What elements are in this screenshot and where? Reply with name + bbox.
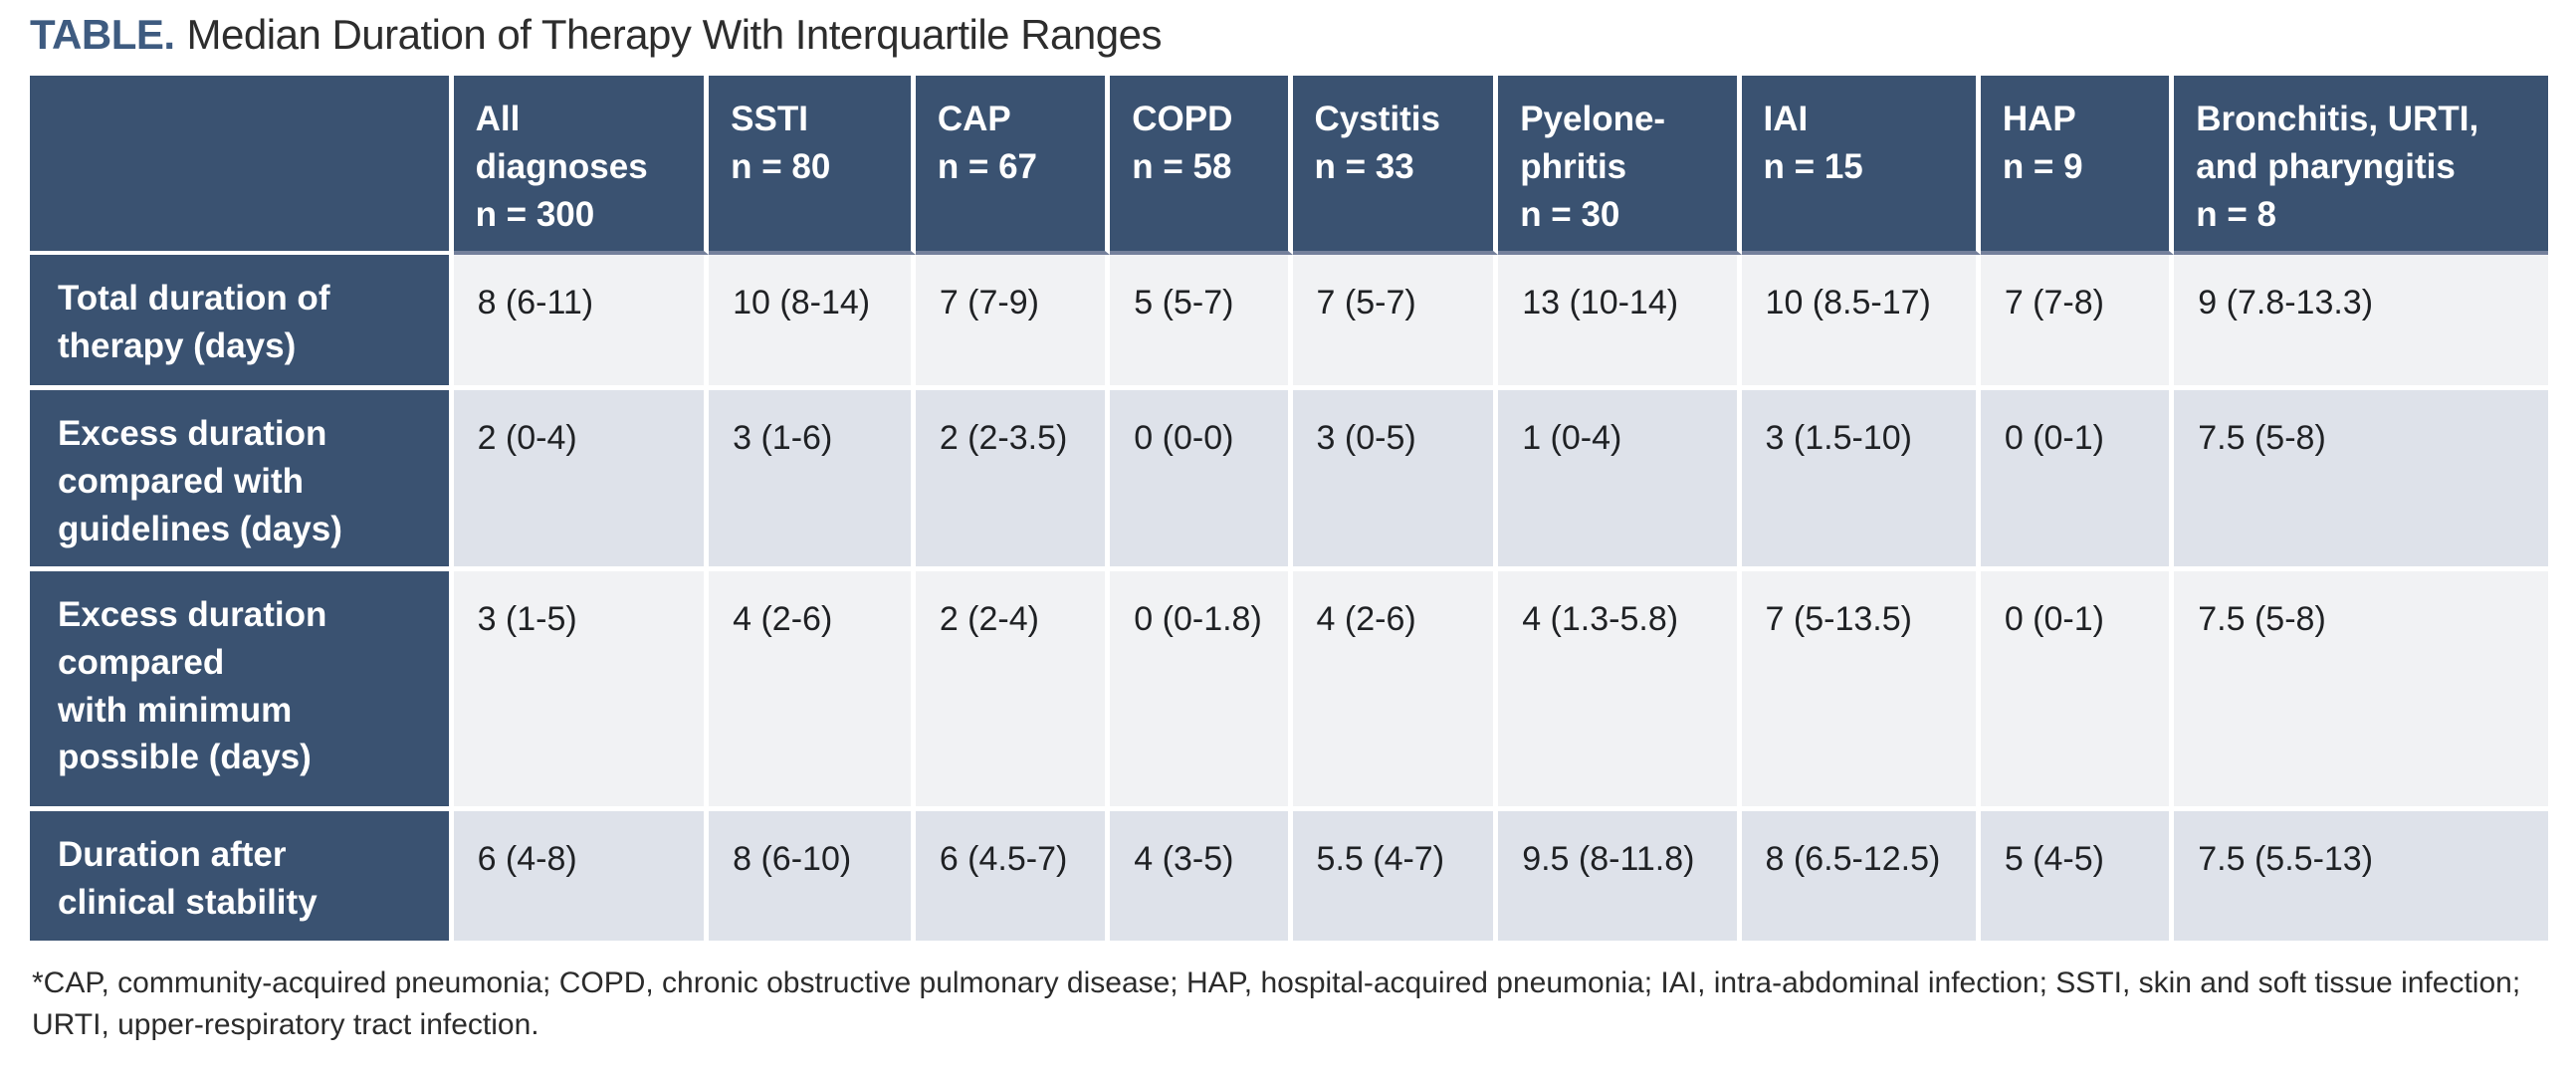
col-header-bronchitis-urti-pharyngitis: Bronchitis, URTI, and pharyngitis n = 8 [2174,76,2548,256]
cell-value: 8 (6.5-12.5) [1741,811,1981,942]
cell-value: 3 (1.5-10) [1741,390,1981,572]
col-header-ssti: SSTI n = 80 [709,76,916,256]
col-header-iai: IAI n = 15 [1741,76,1981,256]
table-row: Total duration of therapy (days) 8 (6-11… [30,255,2548,391]
table-footnote: *CAP, community-acquired pneumonia; COPD… [32,966,2521,1042]
table-caption-text: Median Duration of Therapy With Interqua… [186,11,1163,58]
col-header-pyelonephritis: Pyelone- phritis n = 30 [1498,76,1742,256]
cell-value: 4 (3-5) [1110,811,1293,942]
row-label-total-duration: Total duration of therapy (days) [30,255,454,391]
cell-value: 2 (2-3.5) [915,390,1111,572]
cell-value: 3 (0-5) [1292,390,1499,572]
cell-value: 7.5 (5-8) [2174,571,2548,812]
cell-value: 0 (0-1) [1980,571,2175,812]
cell-value: 4 (2-6) [1292,571,1499,812]
therapy-duration-table: All diagnoses n = 300 SSTI n = 80 CAP n … [30,76,2548,942]
cell-value: 9.5 (8-11.8) [1498,811,1742,942]
cell-value: 2 (2-4) [915,571,1111,812]
row-label-duration-after-stability: Duration after clinical stability [30,811,454,942]
cell-value: 10 (8.5-17) [1741,255,1981,391]
cell-value: 4 (2-6) [709,571,916,812]
col-header-hap: HAP n = 9 [1980,76,2175,256]
header-row: All diagnoses n = 300 SSTI n = 80 CAP n … [30,76,2548,256]
row-label-excess-vs-guidelines: Excess duration compared with guidelines… [30,390,454,572]
cell-value: 6 (4.5-7) [915,811,1111,942]
table-row: Excess duration compared with guidelines… [30,390,2548,572]
cell-value: 7.5 (5-8) [2174,390,2548,572]
corner-cell [30,76,454,256]
col-header-all-diagnoses: All diagnoses n = 300 [453,76,710,256]
cell-value: 7 (7-9) [915,255,1111,391]
table-caption: TABLE. Median Duration of Therapy With In… [30,10,2548,60]
row-label-excess-vs-minimum: Excess duration compared with minimum po… [30,571,454,812]
col-header-cystitis: Cystitis n = 33 [1292,76,1499,256]
cell-value: 1 (0-4) [1498,390,1742,572]
cell-value: 8 (6-10) [709,811,916,942]
cell-value: 13 (10-14) [1498,255,1742,391]
col-header-copd: COPD n = 58 [1110,76,1293,256]
table-row: Excess duration compared with minimum po… [30,571,2548,812]
cell-value: 6 (4-8) [453,811,710,942]
table-caption-label: TABLE. [30,11,175,58]
table-row: Duration after clinical stability 6 (4-8… [30,811,2548,942]
cell-value: 10 (8-14) [709,255,916,391]
cell-value: 5 (4-5) [1980,811,2175,942]
col-header-cap: CAP n = 67 [915,76,1111,256]
cell-value: 0 (0-1.8) [1110,571,1293,812]
cell-value: 3 (1-5) [453,571,710,812]
cell-value: 2 (0-4) [453,390,710,572]
cell-value: 7.5 (5.5-13) [2174,811,2548,942]
cell-value: 8 (6-11) [453,255,710,391]
cell-value: 0 (0-0) [1110,390,1293,572]
cell-value: 5.5 (4-7) [1292,811,1499,942]
cell-value: 3 (1-6) [709,390,916,572]
cell-value: 0 (0-1) [1980,390,2175,572]
cell-value: 7 (5-13.5) [1741,571,1981,812]
cell-value: 7 (5-7) [1292,255,1499,391]
cell-value: 7 (7-8) [1980,255,2175,391]
cell-value: 4 (1.3-5.8) [1498,571,1742,812]
cell-value: 5 (5-7) [1110,255,1293,391]
cell-value: 9 (7.8-13.3) [2174,255,2548,391]
